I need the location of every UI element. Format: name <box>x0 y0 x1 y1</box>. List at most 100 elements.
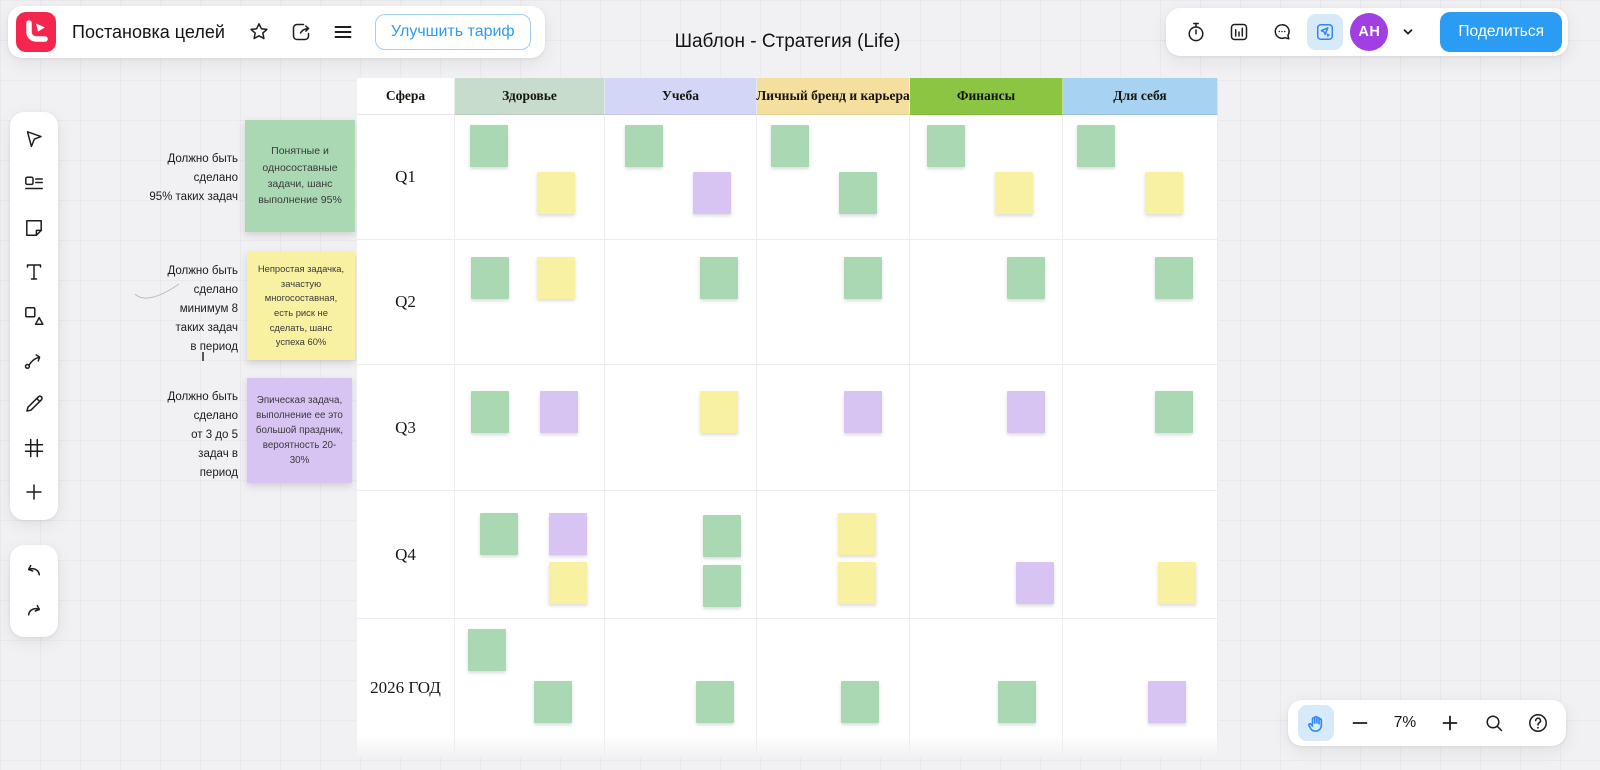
legend-sticky-note[interactable]: Понятные и односоставные задачи, шанс вы… <box>245 120 355 232</box>
row-label: Q4 <box>357 491 455 619</box>
sticky-note[interactable] <box>843 257 882 300</box>
text-tool-icon[interactable] <box>16 254 52 290</box>
top-right-toolbar: AH Поделиться <box>1166 8 1568 56</box>
sticky-note[interactable] <box>995 172 1034 215</box>
sticky-note[interactable] <box>1155 257 1194 300</box>
menu-button[interactable] <box>325 14 361 50</box>
sticky-note[interactable] <box>703 564 742 607</box>
table-cell <box>1063 115 1218 240</box>
comments-icon[interactable] <box>1264 14 1300 50</box>
sticky-note[interactable] <box>468 628 507 671</box>
table-cell <box>605 491 757 619</box>
frame-tool-icon[interactable] <box>16 430 52 466</box>
chevron-down-icon[interactable] <box>1395 14 1421 50</box>
zoom-out-icon[interactable] <box>1342 705 1378 741</box>
connector-tool-icon[interactable] <box>16 342 52 378</box>
sticky-note[interactable] <box>1007 391 1046 434</box>
search-icon[interactable] <box>1476 705 1512 741</box>
row-label: Q2 <box>357 240 455 365</box>
sticky-note[interactable] <box>840 681 879 724</box>
sticky-note[interactable] <box>536 172 575 215</box>
table-cell <box>605 240 757 365</box>
table-cell <box>605 619 757 757</box>
undo-icon[interactable] <box>16 553 52 589</box>
table-cell <box>455 619 605 757</box>
table-cell <box>455 115 605 240</box>
sticky-note[interactable] <box>1007 257 1046 300</box>
statistics-icon[interactable] <box>1221 14 1257 50</box>
legend-caption[interactable]: Должно быть сделано от 3 до 5 задач в период <box>167 391 238 479</box>
sticky-note[interactable] <box>539 391 578 434</box>
help-icon[interactable] <box>1520 705 1556 741</box>
connector-line[interactable] <box>134 280 180 302</box>
table-cell <box>910 240 1063 365</box>
left-toolbar <box>10 112 58 520</box>
sticky-note[interactable] <box>1016 562 1055 605</box>
row-label: 2026 ГОД <box>357 619 455 757</box>
hand-tool-icon[interactable] <box>1298 705 1334 741</box>
sticky-note[interactable] <box>839 172 878 215</box>
shapes-tool-icon[interactable] <box>16 298 52 334</box>
table-cell <box>910 115 1063 240</box>
sticky-note[interactable] <box>624 124 663 167</box>
sticky-note[interactable] <box>1144 172 1183 215</box>
legend-sticky-note[interactable]: Непростая задачка, зачастую многосоставн… <box>247 252 355 360</box>
board-title[interactable]: Шаблон - Стратегия (Life) <box>674 31 901 52</box>
sticky-note[interactable] <box>469 124 508 167</box>
legend-caption[interactable]: Должно быть сделано 95% таких задач <box>149 153 238 203</box>
pen-tool-icon[interactable] <box>16 386 52 422</box>
timer-icon[interactable] <box>1178 14 1214 50</box>
sticky-note[interactable] <box>703 515 742 558</box>
sticky-note[interactable] <box>548 562 587 605</box>
sticky-note[interactable] <box>998 681 1037 724</box>
sticky-note[interactable] <box>533 681 572 724</box>
app-logo-icon[interactable] <box>16 12 56 52</box>
sticky-note[interactable] <box>700 391 739 434</box>
sticky-note-tool-icon[interactable] <box>16 210 52 246</box>
sticky-note[interactable] <box>695 681 734 724</box>
strategy-table-frame: Сфера Здоровье Учеба Личный бренд и карьера… <box>357 78 1218 757</box>
history-toolbar <box>10 545 58 637</box>
sticky-note[interactable] <box>700 257 739 300</box>
sticky-note[interactable] <box>843 391 882 434</box>
legend-caption[interactable]: Должно быть сделано минимум 8 таких задач в … <box>167 265 238 353</box>
zoom-level[interactable]: 7% <box>1393 714 1417 731</box>
sticky-note[interactable] <box>926 124 965 167</box>
table-cell <box>757 115 910 240</box>
table-cell <box>1063 619 1218 757</box>
share-button[interactable]: Поделиться <box>1440 12 1562 52</box>
sticky-note[interactable] <box>692 172 731 215</box>
laser-pointer-icon[interactable] <box>1307 14 1344 50</box>
sticky-note[interactable] <box>1158 562 1197 605</box>
table-cell <box>455 491 605 619</box>
sticky-note[interactable] <box>471 257 510 300</box>
sticky-note[interactable] <box>536 257 575 300</box>
favorite-star-button[interactable] <box>241 14 277 50</box>
select-tool-icon[interactable] <box>16 122 52 158</box>
add-tool-icon[interactable] <box>16 474 52 510</box>
table-cell <box>605 115 757 240</box>
zoom-controls: 7% <box>1288 700 1566 746</box>
frames-list-icon[interactable] <box>16 166 52 202</box>
table-cell <box>1063 240 1218 365</box>
sticky-note[interactable] <box>1076 124 1115 167</box>
upgrade-tariff-button[interactable]: Улучшить тариф <box>374 14 531 50</box>
zoom-in-icon[interactable] <box>1432 705 1468 741</box>
sticky-note[interactable] <box>480 512 519 555</box>
legend-sticky-note[interactable]: Эпическая задача, выполнение ее это боль… <box>247 378 352 483</box>
table-cell <box>757 619 910 757</box>
export-button[interactable] <box>283 14 319 50</box>
sticky-note[interactable] <box>471 391 510 434</box>
table-cell <box>757 491 910 619</box>
sticky-note[interactable] <box>837 512 876 555</box>
user-avatar[interactable]: AH <box>1350 13 1389 51</box>
row-label: Q1 <box>357 115 455 240</box>
sticky-note[interactable] <box>837 562 876 605</box>
text-caret <box>202 352 204 361</box>
sticky-note[interactable] <box>1147 681 1186 724</box>
document-title[interactable]: Постановка целей <box>72 21 225 42</box>
sticky-note[interactable] <box>1155 391 1194 434</box>
sticky-note[interactable] <box>548 512 587 555</box>
redo-icon[interactable] <box>16 593 52 629</box>
sticky-note[interactable] <box>770 124 809 167</box>
